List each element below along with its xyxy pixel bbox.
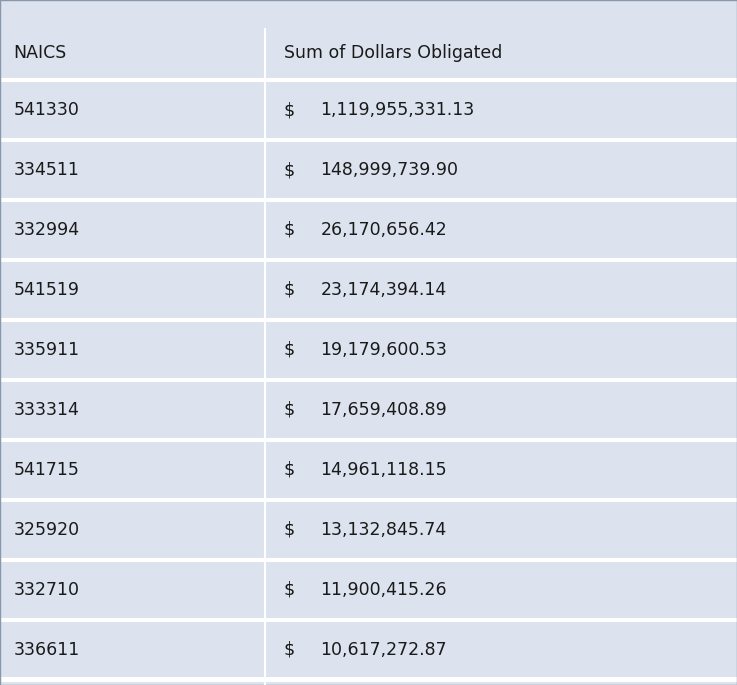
Bar: [0, 378, 737, 382]
Bar: [0, 202, 737, 258]
Text: 332710: 332710: [13, 581, 80, 599]
Text: 334511: 334511: [13, 161, 79, 179]
Text: 11,900,415.26: 11,900,415.26: [321, 581, 447, 599]
Text: $: $: [284, 161, 295, 179]
Bar: [0, 438, 737, 442]
Text: $: $: [284, 341, 295, 359]
Bar: [0, 562, 737, 618]
Bar: [0, 82, 737, 138]
Text: 17,659,408.89: 17,659,408.89: [321, 401, 447, 419]
Text: 1,119,955,331.13: 1,119,955,331.13: [321, 101, 475, 119]
Text: $: $: [284, 640, 295, 658]
Bar: [0, 442, 737, 498]
Bar: [0, 682, 737, 685]
Bar: [0, 498, 737, 502]
Text: 148,999,739.90: 148,999,739.90: [321, 161, 458, 179]
Text: 13,132,845.74: 13,132,845.74: [321, 521, 447, 538]
Bar: [0, 382, 737, 438]
Bar: [0, 29, 737, 78]
Text: 10,617,272.87: 10,617,272.87: [321, 640, 447, 658]
Bar: [0, 138, 737, 142]
Bar: [0, 622, 737, 677]
Text: Sum of Dollars Obligated: Sum of Dollars Obligated: [284, 45, 502, 62]
Text: $: $: [284, 461, 295, 479]
Text: $: $: [284, 101, 295, 119]
Text: 541519: 541519: [13, 281, 80, 299]
Bar: [0, 322, 737, 378]
Text: NAICS: NAICS: [13, 45, 66, 62]
Text: 26,170,656.42: 26,170,656.42: [321, 221, 447, 239]
Bar: [0, 78, 737, 82]
Text: 19,179,600.53: 19,179,600.53: [321, 341, 447, 359]
Text: $: $: [284, 581, 295, 599]
Text: 325920: 325920: [13, 521, 80, 538]
Bar: [0, 198, 737, 202]
Text: $: $: [284, 221, 295, 239]
Bar: [0, 502, 737, 558]
Bar: [0, 558, 737, 562]
Text: $: $: [284, 281, 295, 299]
Text: 541330: 541330: [13, 101, 79, 119]
Text: 541715: 541715: [13, 461, 79, 479]
Bar: [0, 677, 737, 682]
Text: 23,174,394.14: 23,174,394.14: [321, 281, 447, 299]
Text: 335911: 335911: [13, 341, 80, 359]
Text: $: $: [284, 521, 295, 538]
Bar: [0, 618, 737, 622]
Text: 336611: 336611: [13, 640, 80, 658]
Text: 333314: 333314: [13, 401, 79, 419]
Bar: [0, 318, 737, 322]
Bar: [0, 258, 737, 262]
Text: 14,961,118.15: 14,961,118.15: [321, 461, 447, 479]
Text: $: $: [284, 401, 295, 419]
Bar: [0, 262, 737, 318]
Bar: [0, 0, 737, 29]
Text: 332994: 332994: [13, 221, 80, 239]
Bar: [0, 142, 737, 198]
